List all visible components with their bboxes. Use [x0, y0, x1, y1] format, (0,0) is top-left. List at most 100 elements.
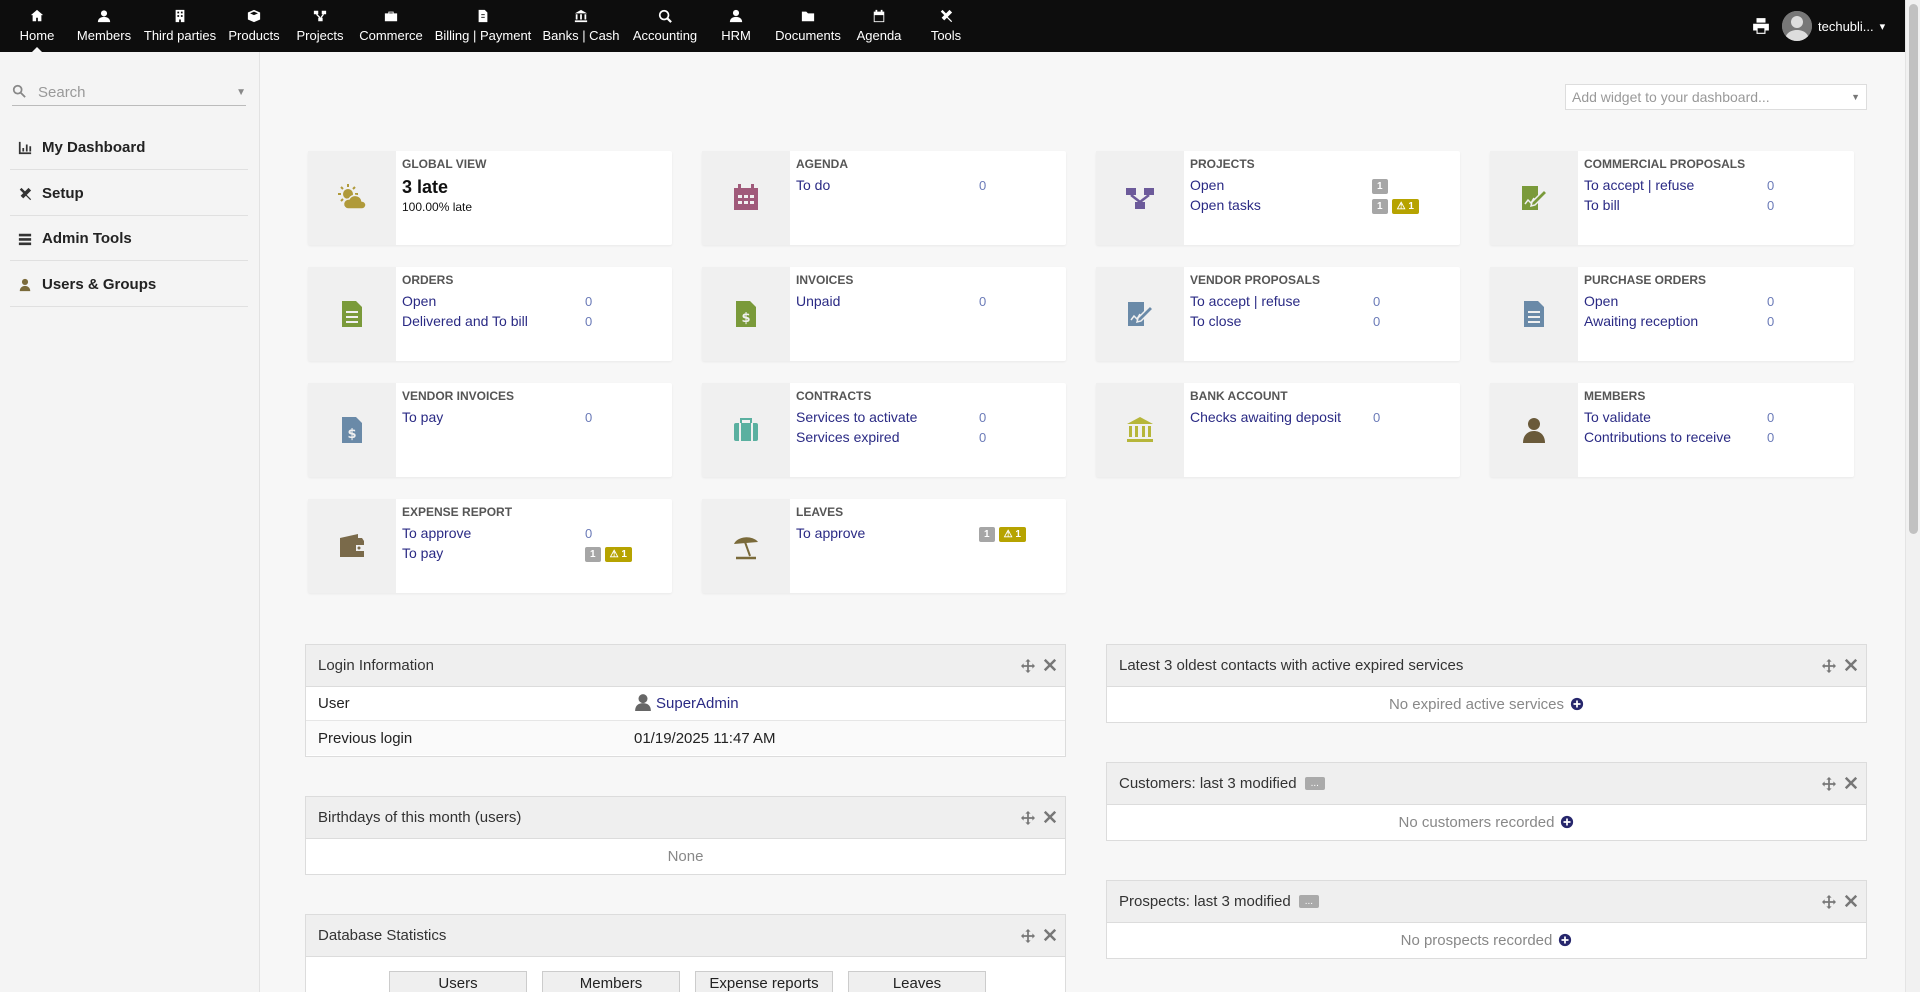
empty-row: No expired active services	[1107, 687, 1866, 721]
move-icon[interactable]	[1021, 929, 1035, 946]
invoices-unpaid-link[interactable]: Unpaid	[796, 293, 841, 309]
leaves-late-badge[interactable]: ⚠ 1	[998, 527, 1026, 542]
add-circle-icon[interactable]	[1570, 697, 1584, 711]
expense-approve-count[interactable]: 0	[585, 526, 593, 541]
previous-login-label: Previous login	[318, 729, 413, 747]
leaves-approve-badge[interactable]: 1	[979, 527, 995, 542]
vendor-proposals-accept-count[interactable]: 0	[1373, 294, 1381, 309]
building-icon	[140, 9, 220, 25]
move-icon[interactable]	[1822, 777, 1836, 794]
panel-title: Latest 3 oldest contacts with active exp…	[1119, 657, 1464, 674]
close-icon[interactable]	[1043, 928, 1057, 945]
tools-icon	[918, 9, 974, 25]
projects-open-tasks-link[interactable]: Open tasks	[1190, 197, 1261, 213]
vendor-proposals-accept-link[interactable]: To accept | refuse	[1190, 293, 1301, 309]
nav-hrm[interactable]: HRM	[712, 0, 760, 52]
add-widget-select[interactable]: Add widget to your dashboard... ▼	[1565, 84, 1867, 110]
nav-commerce[interactable]: Commerce	[356, 0, 426, 52]
stat-members-button[interactable]: Members	[542, 971, 680, 992]
expense-topay-badge[interactable]: 1	[585, 547, 601, 562]
close-icon[interactable]	[1043, 658, 1057, 675]
close-icon[interactable]	[1043, 810, 1057, 827]
purchase-open-count[interactable]: 0	[1767, 294, 1775, 309]
expense-late-badge[interactable]: ⚠ 1	[604, 547, 632, 562]
orders-open-count[interactable]: 0	[585, 294, 593, 309]
nav-products[interactable]: Products	[224, 0, 284, 52]
contracts-activate-link[interactable]: Services to activate	[796, 409, 918, 425]
nav-home[interactable]: Home	[12, 0, 62, 52]
move-icon[interactable]	[1021, 659, 1035, 676]
scrollbar-thumb[interactable]	[1909, 4, 1918, 534]
move-icon[interactable]	[1822, 659, 1836, 676]
move-icon[interactable]	[1822, 895, 1836, 912]
vendor-proposals-close-count[interactable]: 0	[1373, 314, 1381, 329]
members-validate-link[interactable]: To validate	[1584, 409, 1651, 425]
more-button[interactable]: ...	[1304, 777, 1325, 790]
proposals-to-bill-link[interactable]: To bill	[1584, 197, 1620, 213]
members-validate-count[interactable]: 0	[1767, 410, 1775, 425]
panel-title: Customers: last 3 modified	[1119, 775, 1297, 792]
agenda-todo-link[interactable]: To do	[796, 177, 831, 193]
nav-billing-payment[interactable]: Billing | Payment	[432, 0, 534, 52]
user-link[interactable]: SuperAdmin	[634, 693, 739, 715]
close-icon[interactable]	[1844, 776, 1858, 793]
proposals-to-accept-link[interactable]: To accept | refuse	[1584, 177, 1695, 193]
purchase-open-link[interactable]: Open	[1584, 293, 1619, 309]
user-menu[interactable]: techubli... ▾	[1782, 10, 1885, 42]
nav-tools[interactable]: Tools	[918, 0, 974, 52]
bank-checks-link[interactable]: Checks awaiting deposit	[1190, 409, 1341, 425]
move-icon[interactable]	[1021, 811, 1035, 828]
expense-approve-link[interactable]: To approve	[402, 525, 472, 541]
vendor-proposals-close-link[interactable]: To close	[1190, 313, 1242, 329]
contracts-activate-count[interactable]: 0	[979, 410, 987, 425]
contracts-expired-link[interactable]: Services expired	[796, 429, 900, 445]
members-contributions-count[interactable]: 0	[1767, 430, 1775, 445]
nav-members[interactable]: Members	[72, 0, 136, 52]
box-global-view: GLOBAL VIEW 3 late 100.00% late	[308, 151, 672, 245]
stat-leaves-button[interactable]: Leaves	[848, 971, 986, 992]
expense-topay-link[interactable]: To pay	[402, 545, 444, 561]
members-contributions-link[interactable]: Contributions to receive	[1584, 429, 1732, 445]
nav-banks-cash[interactable]: Banks | Cash	[540, 0, 622, 52]
agenda-todo-count[interactable]: 0	[979, 178, 987, 193]
add-circle-icon[interactable]	[1558, 933, 1572, 947]
close-icon[interactable]	[1844, 658, 1858, 675]
tasks-open-badge[interactable]: 1	[1372, 199, 1388, 214]
panel-title: Prospects: last 3 modified	[1119, 893, 1291, 910]
invoices-unpaid-count[interactable]: 0	[979, 294, 987, 309]
proposals-to-accept-count[interactable]: 0	[1767, 178, 1775, 193]
projects-open-badge[interactable]: 1	[1372, 179, 1388, 194]
nav-agenda[interactable]: Agenda	[852, 0, 906, 52]
add-circle-icon[interactable]	[1560, 815, 1574, 829]
contracts-expired-count[interactable]: 0	[979, 430, 987, 445]
menu-item-admin-tools[interactable]: Admin Tools	[10, 217, 248, 261]
vendor-invoices-topay-link[interactable]: To pay	[402, 409, 444, 425]
menu-item-my-dashboard[interactable]: My Dashboard	[10, 126, 248, 170]
tasks-late-badge[interactable]: ⚠ 1	[1391, 199, 1419, 214]
print-icon[interactable]	[1752, 17, 1770, 35]
page-scrollbar[interactable]	[1905, 0, 1920, 992]
menu-item-users-groups[interactable]: Users & Groups	[10, 263, 248, 307]
box-title: BANK ACCOUNT	[1190, 389, 1288, 403]
nav-projects[interactable]: Projects	[292, 0, 348, 52]
purchase-awaiting-count[interactable]: 0	[1767, 314, 1775, 329]
orders-delivered-count[interactable]: 0	[585, 314, 593, 329]
stat-expense-reports-button[interactable]: Expense reports	[695, 971, 833, 992]
bank-checks-count[interactable]: 0	[1373, 410, 1381, 425]
leaves-approve-link[interactable]: To approve	[796, 525, 866, 541]
chevron-down-icon[interactable]: ▼	[236, 87, 246, 98]
orders-open-link[interactable]: Open	[402, 293, 437, 309]
nav-third-parties[interactable]: Third parties	[140, 0, 220, 52]
vendor-invoices-topay-count[interactable]: 0	[585, 410, 593, 425]
proposals-to-bill-count[interactable]: 0	[1767, 198, 1775, 213]
nav-documents[interactable]: Documents	[770, 0, 846, 52]
menu-item-setup[interactable]: Setup	[10, 172, 248, 216]
close-icon[interactable]	[1844, 894, 1858, 911]
projects-open-link[interactable]: Open	[1190, 177, 1225, 193]
orders-delivered-link[interactable]: Delivered and To bill	[402, 313, 528, 329]
search-input[interactable]: Search ▼	[12, 80, 246, 106]
nav-accounting[interactable]: Accounting	[628, 0, 702, 52]
purchase-awaiting-link[interactable]: Awaiting reception	[1584, 313, 1699, 329]
stat-users-button[interactable]: Users	[389, 971, 527, 992]
more-button[interactable]: ...	[1298, 895, 1320, 908]
